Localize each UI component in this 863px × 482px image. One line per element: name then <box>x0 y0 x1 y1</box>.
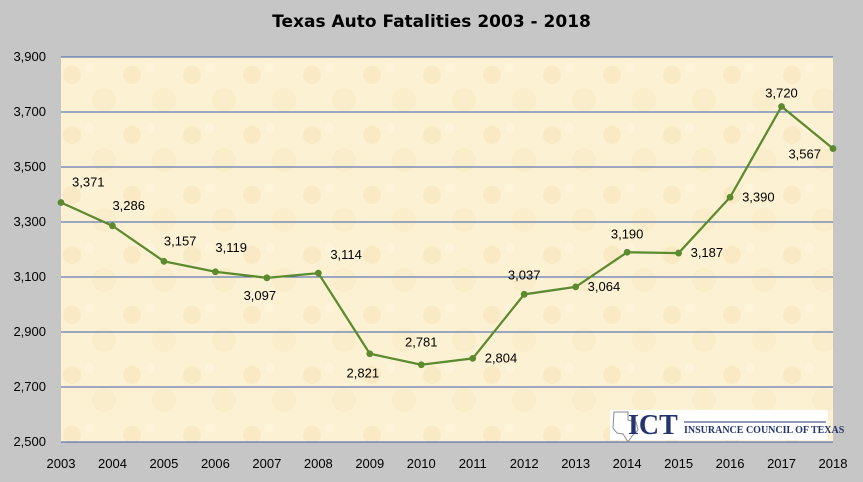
plot-area <box>61 57 833 442</box>
data-labels: 3,371 3,286 3,157 3,119 3,097 3,114 2,821 2,781… <box>72 86 821 381</box>
data-label: 3,187 <box>691 245 724 260</box>
x-axis-ticks: 2003 2004 2005 2006 2007 2008 2009 2010 2011 2012… <box>47 456 848 471</box>
data-label: 2,821 <box>347 366 380 381</box>
y-tick-label: 3,700 <box>13 104 46 119</box>
series-line <box>57 103 837 369</box>
y-tick-label: 3,300 <box>13 214 46 229</box>
logo-ict: ICT <box>628 410 678 441</box>
x-tick-label: 2008 <box>304 456 333 471</box>
data-label: 3,567 <box>788 147 821 162</box>
data-label: 3,119 <box>215 240 247 255</box>
data-point <box>623 248 631 256</box>
data-point <box>778 103 785 110</box>
x-tick-label: 2003 <box>47 456 76 471</box>
data-label: 3,720 <box>765 86 798 101</box>
data-point <box>366 350 374 358</box>
data-point <box>314 269 322 277</box>
x-tick-label: 2016 <box>716 456 745 471</box>
texas-shape-icon <box>612 411 639 443</box>
data-point <box>829 145 837 152</box>
logo-subtitle: INSURANCE COUNCIL OF TEXAS <box>684 425 845 436</box>
data-point <box>726 193 734 201</box>
data-label: 3,286 <box>112 198 145 213</box>
x-tick-label: 2013 <box>561 456 590 471</box>
x-tick-label: 2004 <box>98 456 127 471</box>
y-tick-label: 3,500 <box>13 159 46 174</box>
y-tick-label: 2,500 <box>13 434 46 449</box>
x-tick-label: 2009 <box>355 456 384 471</box>
data-point <box>212 268 219 276</box>
data-label: 3,064 <box>588 279 621 294</box>
x-tick-label: 2018 <box>819 456 848 471</box>
data-point <box>57 199 65 206</box>
x-tick-label: 2010 <box>407 456 436 471</box>
y-tick-label: 2,900 <box>13 324 46 339</box>
ict-logo: ICT INSURANCE COUNCIL OF TEXAS <box>610 410 845 443</box>
x-tick-label: 2017 <box>767 456 796 471</box>
data-point <box>675 249 682 257</box>
data-point <box>469 355 477 362</box>
x-tick-label: 2006 <box>201 456 230 471</box>
x-tick-label: 2007 <box>252 456 281 471</box>
data-label: 3,190 <box>611 226 644 241</box>
data-point <box>160 257 168 265</box>
logo-background <box>610 410 828 440</box>
x-tick-label: 2005 <box>149 456 178 471</box>
y-tick-label: 3,100 <box>13 269 46 284</box>
x-tick-label: 2011 <box>459 456 487 471</box>
data-label: 3,390 <box>742 189 775 204</box>
data-label: 2,804 <box>485 350 518 365</box>
data-point <box>109 222 116 230</box>
y-tick-label: 2,700 <box>13 379 46 394</box>
data-point <box>520 290 528 298</box>
data-label: 3,371 <box>72 174 105 189</box>
data-label: 3,097 <box>244 288 277 303</box>
y-tick-label: 3,900 <box>13 49 46 64</box>
series-polyline <box>60 104 834 366</box>
data-point <box>417 361 425 369</box>
data-label: 3,157 <box>164 233 197 248</box>
data-label: 2,781 <box>405 335 438 350</box>
y-axis-ticks: 2,500 2,700 2,900 3,100 3,300 3,500 3,700 3,900 <box>13 49 46 449</box>
chart-title: Texas Auto Fatalities 2003 - 2018 <box>272 12 591 32</box>
x-tick-label: 2012 <box>510 456 539 471</box>
data-point <box>572 283 580 291</box>
data-label: 3,037 <box>508 267 541 282</box>
data-point <box>263 274 271 282</box>
data-label: 3,114 <box>330 247 362 262</box>
x-tick-label: 2014 <box>613 456 642 471</box>
gridlines <box>61 56 833 443</box>
x-tick-label: 2015 <box>664 456 693 471</box>
